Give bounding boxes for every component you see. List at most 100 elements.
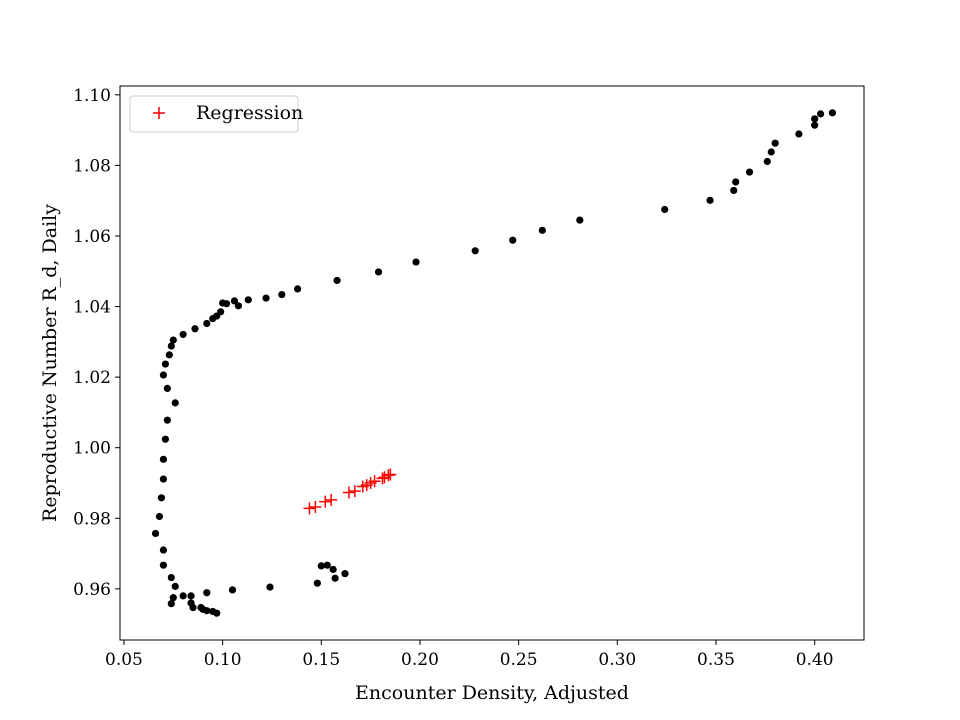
data-point (163, 384, 171, 393)
y-tick-label: 1.02 (73, 368, 111, 388)
data-point (294, 285, 302, 293)
data-point (151, 529, 160, 538)
x-tick-label: 0.10 (204, 650, 242, 670)
x-tick-label: 0.30 (598, 650, 636, 670)
plot-marks (151, 109, 837, 617)
y-tick-label: 1.06 (73, 227, 111, 247)
data-point (159, 546, 168, 554)
data-point (157, 494, 166, 502)
data-point (412, 258, 420, 266)
legend-marker-plus-icon (153, 107, 165, 119)
regression-point (368, 475, 381, 488)
data-point (165, 351, 173, 359)
y-tick-label: 1.00 (73, 439, 111, 459)
data-point (234, 302, 243, 310)
data-point (159, 561, 168, 569)
legend-entry-regression: Regression (196, 102, 303, 124)
data-point (228, 586, 237, 594)
x-axis-label: Encounter Density, Adjusted (355, 682, 629, 704)
data-point (163, 416, 171, 424)
x-tick-label: 0.05 (105, 650, 143, 670)
data-point (159, 455, 168, 463)
data-point (171, 399, 179, 407)
data-point (169, 594, 177, 602)
data-point (191, 325, 199, 333)
data-point (811, 115, 819, 123)
data-point (278, 290, 286, 299)
data-point (811, 121, 819, 129)
data-point (187, 592, 195, 600)
data-point (222, 300, 231, 308)
data-point (317, 562, 325, 570)
data-point (576, 216, 584, 224)
y-axis-ticks: 0.96 0.98 1.00 1.02 1.04 1.06 1.08 1.10 (73, 86, 120, 600)
data-point (331, 574, 339, 582)
data-point (767, 148, 775, 156)
x-tick-label: 0.15 (302, 650, 340, 670)
axes-frame (119, 85, 865, 641)
data-point (763, 157, 771, 166)
data-point (167, 573, 175, 582)
legend: Regression (129, 95, 303, 133)
data-point (159, 371, 168, 379)
data-point (155, 512, 164, 521)
data-point (341, 570, 349, 578)
data-point (374, 268, 383, 276)
data-point (266, 583, 274, 591)
data-point (828, 109, 837, 117)
y-axis-label: Reproductive Number R_d, Daily (39, 204, 61, 522)
data-point (161, 435, 169, 443)
data-point (262, 294, 270, 302)
y-tick-label: 0.96 (73, 580, 111, 600)
data-point (167, 600, 175, 608)
regression-point (319, 495, 332, 508)
legend-box (129, 95, 299, 133)
y-tick-label: 1.08 (73, 156, 111, 176)
data-point (745, 168, 754, 176)
data-point (169, 336, 177, 344)
data-point (323, 561, 331, 569)
data-point (179, 592, 187, 600)
data-point (329, 565, 337, 574)
data-point (217, 308, 225, 316)
regression-point (376, 472, 389, 485)
y-tick-label: 0.98 (73, 509, 111, 529)
data-point (538, 226, 546, 234)
data-point (244, 296, 252, 304)
data-point (203, 589, 211, 597)
y-tick-label: 1.04 (73, 298, 111, 318)
data-point (771, 139, 779, 147)
data-point (189, 603, 197, 612)
data-point (816, 110, 825, 118)
data-point (203, 607, 211, 615)
regression-point (303, 502, 316, 515)
data-point (471, 247, 479, 255)
data-point (732, 178, 740, 186)
regression-point (348, 485, 361, 498)
x-tick-label: 0.20 (401, 650, 439, 670)
x-tick-label: 0.35 (697, 650, 735, 670)
data-point (509, 236, 517, 244)
x-axis-ticks: 0.05 0.10 0.15 0.20 0.25 0.30 0.35 0.40 (105, 640, 834, 670)
x-tick-label: 0.25 (500, 650, 538, 670)
data-point (706, 196, 714, 204)
regression-point (384, 468, 397, 481)
legend-plus-mark (153, 107, 165, 119)
data-point (179, 330, 187, 339)
data-point (159, 475, 168, 483)
y-tick-label: 1.10 (73, 86, 111, 106)
data-point (333, 276, 341, 285)
data-point (730, 186, 738, 195)
regression-point (342, 486, 355, 499)
data-point (661, 205, 669, 214)
data-point (313, 579, 321, 587)
x-tick-label: 0.40 (796, 650, 834, 670)
data-point (167, 342, 175, 350)
data-point (161, 360, 169, 368)
regression-point (325, 493, 338, 506)
data-point (203, 319, 211, 328)
data-point (795, 130, 803, 138)
data-point (213, 609, 221, 617)
data-point (230, 297, 239, 305)
